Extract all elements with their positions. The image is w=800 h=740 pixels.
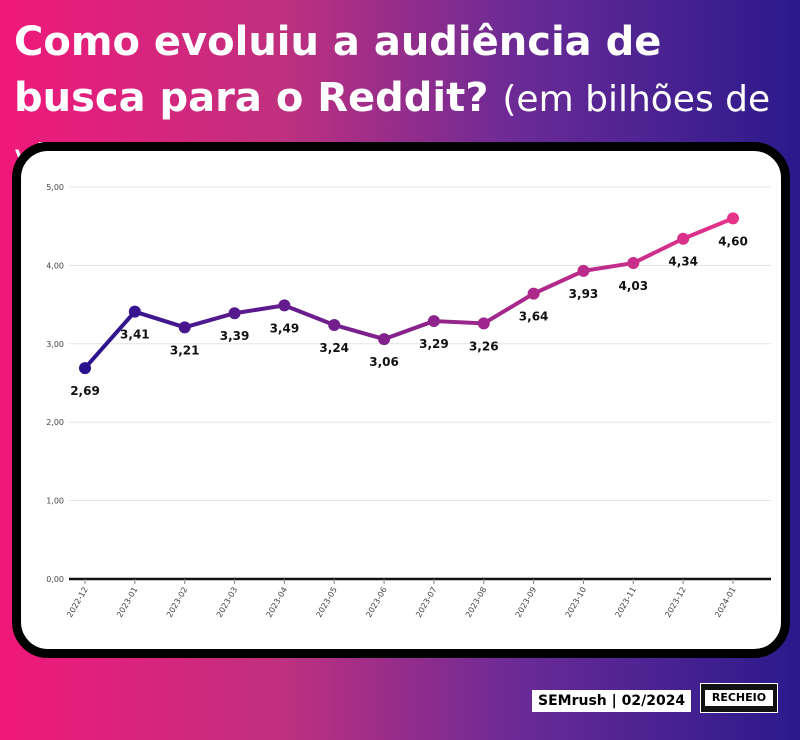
chart-card: 0,00 1,00 2,00 3,00 4,00 5,00 2022-12 2023-01 20… bbox=[12, 142, 790, 658]
x-tick-label: 2023-12 bbox=[663, 586, 688, 619]
data-label: 3,26 bbox=[469, 339, 499, 353]
x-tick-label: 2023-11 bbox=[614, 586, 639, 619]
x-tick-label: 2024-01 bbox=[713, 586, 738, 619]
data-label: 3,29 bbox=[419, 337, 449, 351]
data-label: 3,93 bbox=[569, 287, 599, 301]
data-point bbox=[627, 257, 640, 270]
title-main: Como evoluiu a audiência de busca para o… bbox=[14, 19, 662, 121]
data-label: 3,49 bbox=[270, 321, 300, 335]
y-tick-label: 1,00 bbox=[46, 497, 64, 506]
brand-logo-text: RECHEIO bbox=[705, 690, 773, 706]
data-point bbox=[677, 232, 690, 245]
data-point bbox=[727, 212, 739, 225]
x-tick-label: 2023-04 bbox=[265, 586, 290, 619]
data-point bbox=[477, 317, 490, 330]
data-label: 2,69 bbox=[70, 384, 100, 398]
data-label: 3,24 bbox=[319, 341, 349, 355]
line-chart: 0,00 1,00 2,00 3,00 4,00 5,00 2022-12 2023-01 20… bbox=[46, 183, 771, 619]
x-tick-label: 2023-09 bbox=[514, 586, 539, 619]
x-tick-label: 2023-02 bbox=[165, 586, 190, 619]
x-tick-label: 2022-12 bbox=[65, 586, 90, 619]
data-label: 3,64 bbox=[519, 310, 549, 324]
y-tick-label: 5,00 bbox=[46, 183, 64, 192]
source-label: SEMrush | 02/2024 bbox=[532, 690, 692, 712]
data-point bbox=[228, 307, 241, 320]
data-point bbox=[378, 333, 391, 346]
x-tick-label: 2023-07 bbox=[414, 586, 439, 619]
series-line bbox=[83, 216, 735, 371]
y-tick-label: 0,00 bbox=[46, 575, 64, 584]
data-point bbox=[527, 287, 540, 300]
x-tick-label: 2023-06 bbox=[364, 586, 389, 619]
data-point bbox=[128, 305, 141, 318]
x-tick-label: 2023-03 bbox=[215, 586, 240, 619]
y-tick-label: 2,00 bbox=[46, 418, 64, 427]
x-tick-label: 2023-01 bbox=[115, 586, 140, 619]
data-label: 3,39 bbox=[220, 329, 250, 343]
data-label: 3,21 bbox=[170, 343, 200, 357]
data-point bbox=[577, 264, 590, 277]
data-point bbox=[278, 299, 291, 312]
x-tick-label: 2023-05 bbox=[314, 586, 339, 619]
y-tick-label: 3,00 bbox=[46, 340, 64, 349]
y-tick-label: 4,00 bbox=[46, 261, 64, 270]
data-point bbox=[79, 362, 91, 375]
x-tick-label: 2023-08 bbox=[464, 586, 489, 619]
data-label: 4,03 bbox=[619, 279, 649, 293]
x-tick-label: 2023-10 bbox=[564, 586, 589, 619]
data-label: 4,60 bbox=[718, 234, 748, 248]
data-label: 4,34 bbox=[668, 255, 698, 269]
data-label: 3,41 bbox=[120, 328, 150, 342]
brand-logo: RECHEIO bbox=[700, 683, 778, 713]
data-label: 3,06 bbox=[369, 355, 399, 369]
data-point bbox=[427, 315, 440, 328]
data-point bbox=[178, 321, 191, 334]
data-point bbox=[328, 318, 341, 331]
